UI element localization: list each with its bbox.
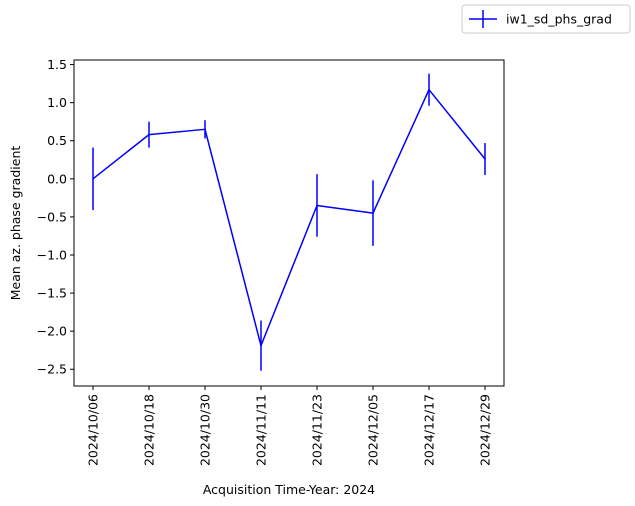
data-point [316, 204, 318, 207]
legend: iw1_sd_phs_grad [461, 4, 631, 34]
y-tick-label: −2.0 [37, 324, 67, 339]
x-tick-label: 2024/10/30 [198, 394, 213, 466]
x-tick-label: 2024/10/06 [86, 394, 101, 466]
y-axis-title: Mean az. phase gradient [8, 146, 23, 301]
x-axis-title: Acquisition Time-Year: 2024 [203, 482, 375, 497]
x-axis: 2024/10/06 2024/10/18 2024/10/30 2024/11/11… [86, 386, 493, 466]
x-tick-label: 2024/11/23 [310, 394, 325, 466]
y-tick-label: −1.0 [37, 247, 67, 262]
legend-label: iw1_sd_phs_grad [506, 12, 612, 27]
x-tick-label: 2024/10/18 [142, 394, 157, 466]
data-point [92, 178, 94, 180]
x-tick-label: 2024/12/17 [422, 394, 437, 466]
plot-frame [73, 59, 505, 387]
data-point [148, 133, 150, 136]
legend-box [461, 4, 631, 34]
x-tick-label: 2024/11/11 [254, 394, 269, 466]
data-point [428, 88, 430, 91]
y-tick-label: −1.5 [37, 286, 67, 301]
plot-area [74, 60, 504, 386]
y-tick-label: −2.5 [37, 362, 67, 377]
series-line-iw1_sd_phs_grad [92, 88, 486, 347]
data-point [204, 128, 206, 131]
y-tick-label: 0.0 [47, 171, 67, 186]
y-tick-label: −0.5 [37, 209, 67, 224]
x-tick-label: 2024/12/29 [478, 394, 493, 466]
data-point [372, 212, 374, 214]
y-axis: −2.5 −2.0 −1.5 −1.0 −0.5 0.0 0.5 1.0 1.5 [37, 57, 74, 377]
y-tick-label: 0.5 [47, 133, 67, 148]
y-tick-label: 1.0 [47, 95, 67, 110]
data-point [260, 344, 262, 347]
data-layer [92, 73, 486, 371]
x-tick-label: 2024/12/05 [366, 394, 381, 466]
data-point [484, 158, 486, 160]
y-tick-label: 1.5 [47, 57, 67, 72]
